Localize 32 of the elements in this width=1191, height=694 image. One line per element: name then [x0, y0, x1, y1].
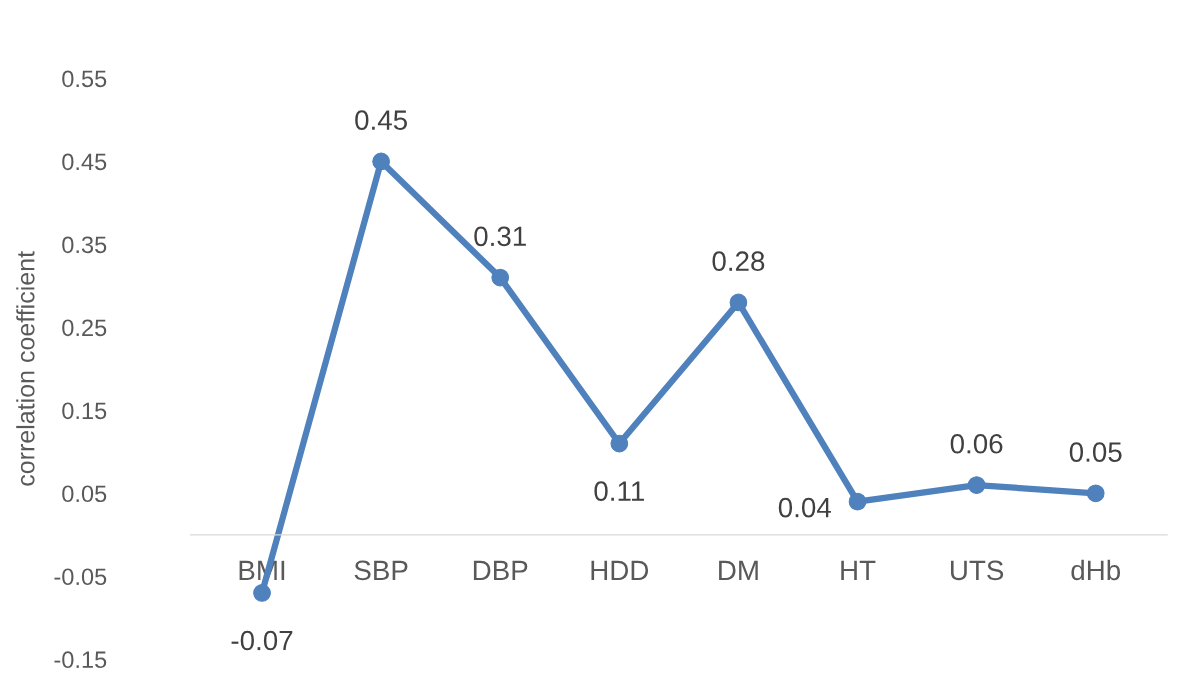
- data-label: 0.11: [594, 481, 644, 501]
- y-axis-title: correlation coefficient: [16, 251, 35, 486]
- point: [1086, 484, 1105, 503]
- y-tick-label: 0.55: [62, 70, 107, 88]
- y-tick-label: 0.05: [62, 485, 107, 503]
- x-tick-label: DM: [719, 560, 758, 580]
- point: [372, 152, 390, 171]
- data-label: 0.31: [474, 226, 526, 247]
- y-tick-label: -0.15: [54, 651, 107, 669]
- point: [610, 434, 629, 453]
- data-label: 0.45: [355, 110, 407, 130]
- y-tick-label: 0.45: [62, 153, 107, 171]
- x-tick-label: HT: [841, 560, 876, 580]
- x-tick-label: dHb: [1071, 559, 1121, 581]
- x-tick-label: HDD: [591, 560, 649, 580]
- x-tick-label: UTS: [950, 560, 1004, 581]
- data-label: -0.07: [231, 630, 293, 651]
- point: [848, 492, 867, 511]
- y-tick-label: 0.15: [62, 402, 107, 420]
- x-tick-label: DBP: [473, 560, 528, 580]
- y-tick-label: 0.25: [62, 319, 107, 337]
- point: [729, 293, 748, 312]
- y-tick-label: -0.05: [54, 568, 107, 586]
- data-label: 0.06: [950, 433, 1003, 454]
- x-tick-label: SBP: [354, 560, 408, 581]
- point: [491, 268, 510, 287]
- data-label: 0.28: [712, 251, 765, 272]
- point: [253, 584, 271, 602]
- point: [967, 476, 986, 494]
- data-label: 0.04: [778, 497, 831, 518]
- y-tick-label: 0.35: [62, 236, 107, 254]
- data-label: 0.05: [1069, 442, 1122, 462]
